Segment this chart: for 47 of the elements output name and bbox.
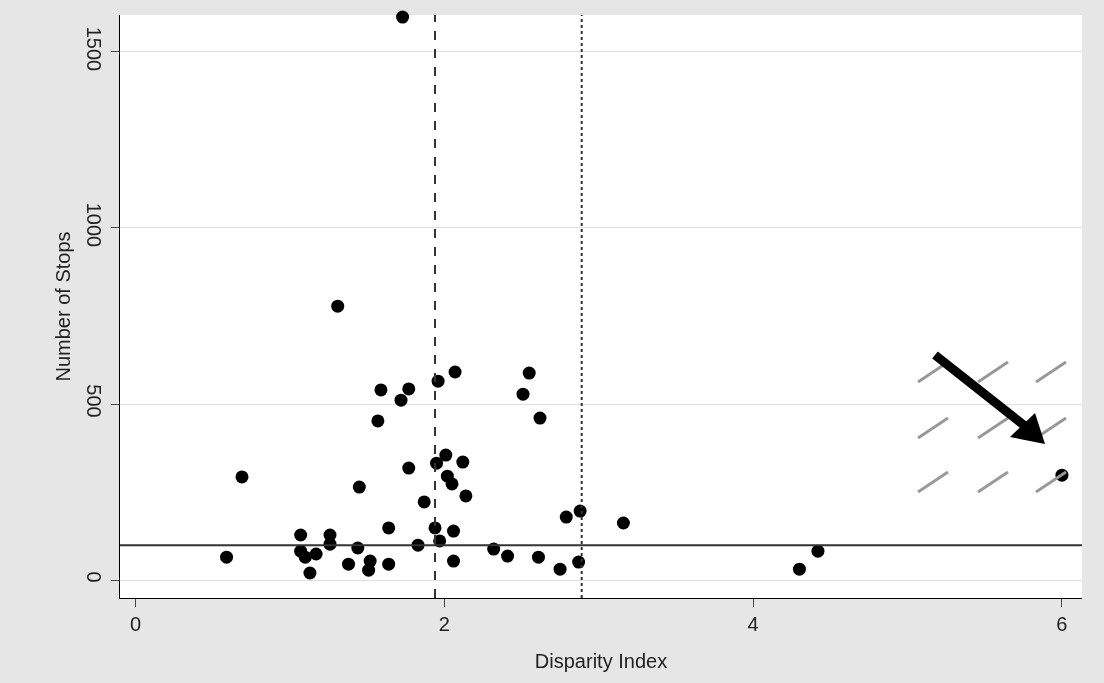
point bbox=[371, 414, 385, 428]
point bbox=[382, 557, 396, 571]
point bbox=[811, 544, 825, 558]
point bbox=[533, 411, 547, 425]
point bbox=[294, 528, 308, 542]
y-axis-title: Number of Stops bbox=[52, 231, 74, 382]
point bbox=[235, 470, 249, 484]
x-tick-label: 2 bbox=[438, 613, 450, 635]
point bbox=[447, 554, 461, 568]
point bbox=[374, 383, 388, 397]
point bbox=[331, 299, 345, 313]
point bbox=[303, 566, 317, 580]
point bbox=[559, 510, 573, 524]
point bbox=[220, 550, 234, 564]
point bbox=[382, 521, 396, 535]
y-tick-label: 0 bbox=[83, 571, 105, 583]
point bbox=[553, 562, 567, 576]
point bbox=[396, 10, 410, 24]
point bbox=[402, 461, 416, 475]
point bbox=[447, 524, 461, 538]
point bbox=[516, 387, 530, 401]
point bbox=[448, 365, 462, 379]
point bbox=[531, 550, 545, 564]
x-tick-label: 6 bbox=[1056, 613, 1068, 635]
point bbox=[522, 366, 536, 380]
x-tick-label: 0 bbox=[129, 613, 141, 635]
point bbox=[439, 448, 453, 462]
point bbox=[309, 547, 323, 561]
point bbox=[417, 495, 431, 509]
point bbox=[298, 550, 312, 564]
point bbox=[456, 455, 470, 469]
point bbox=[616, 516, 630, 530]
point bbox=[501, 549, 515, 563]
x-tick-label: 4 bbox=[747, 613, 759, 635]
point bbox=[572, 555, 586, 569]
point bbox=[352, 480, 366, 494]
point bbox=[445, 477, 459, 491]
point bbox=[459, 489, 473, 503]
point bbox=[342, 557, 356, 571]
point bbox=[792, 562, 806, 576]
y-tick-label: 1500 bbox=[83, 26, 105, 72]
y-tick-label: 1000 bbox=[83, 202, 105, 248]
x-axis-title: Disparity Index bbox=[534, 650, 668, 672]
point bbox=[394, 393, 408, 407]
point bbox=[402, 382, 416, 396]
y-tick-label: 500 bbox=[83, 384, 105, 418]
point bbox=[363, 554, 377, 568]
